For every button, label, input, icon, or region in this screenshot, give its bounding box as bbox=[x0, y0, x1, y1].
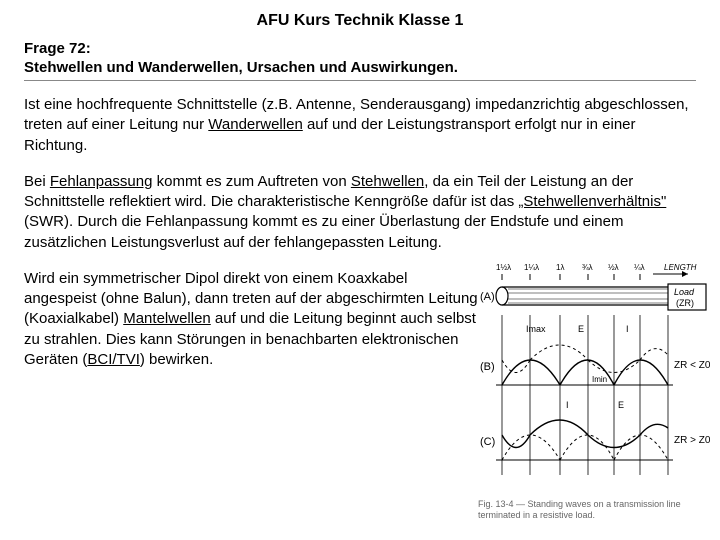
divider bbox=[24, 80, 696, 81]
zc-label: ZR > Z0 bbox=[674, 435, 710, 446]
p2-u3: „Stehwellenverhältnis" bbox=[518, 193, 666, 210]
diagram-caption: Fig. 13-4 — Standing waves on a transmis… bbox=[478, 499, 710, 521]
i-label-b: I bbox=[626, 324, 629, 334]
row-a-label: (A) bbox=[480, 291, 495, 303]
tick-0: 1½λ bbox=[496, 263, 511, 272]
e-label-b: E bbox=[578, 324, 584, 334]
p1-u1: Wanderwellen bbox=[208, 116, 303, 133]
zb-label: ZR < Z0 bbox=[674, 360, 710, 371]
tick-4: ½λ bbox=[608, 263, 619, 272]
p2-t1: Bei bbox=[24, 173, 50, 190]
p2-u1: Fehlanpassung bbox=[50, 173, 153, 190]
p3-t3: ) bewirken. bbox=[140, 351, 213, 368]
tick-5: ¼λ bbox=[634, 263, 645, 272]
question-label: Frage 72: bbox=[24, 40, 696, 57]
paragraph-2: Bei Fehlanpassung kommt es zum Auftreten… bbox=[24, 172, 696, 253]
tick-1: 1¼λ bbox=[524, 263, 539, 272]
diagram-svg: 1½λ 1¼λ 1λ ¾λ ½λ ¼λ LENGTH (A) bbox=[478, 260, 710, 490]
question-subtitle: Stehwellen und Wanderwellen, Ursachen un… bbox=[24, 59, 696, 76]
row-c-label: (C) bbox=[480, 436, 495, 448]
p3-u1: Mantelwellen bbox=[123, 310, 211, 327]
paragraph-1: Ist eine hochfrequente Schnittstelle (z.… bbox=[24, 95, 696, 156]
p2-u2: Stehwellen bbox=[351, 173, 424, 190]
length-label: LENGTH bbox=[664, 263, 697, 272]
load-label: Load bbox=[674, 287, 695, 297]
paragraph-3: Wird ein symmetrischer Dipol direkt von … bbox=[24, 269, 484, 370]
p2-t4: (SWR). Durch die Fehlanpassung kommt es … bbox=[24, 213, 623, 250]
tick-3: ¾λ bbox=[582, 263, 593, 272]
standing-wave-diagram: 1½λ 1¼λ 1λ ¾λ ½λ ¼λ LENGTH (A) bbox=[478, 260, 710, 510]
i-label-c: I bbox=[566, 400, 569, 410]
row-b-label: (B) bbox=[480, 361, 495, 373]
imin-label: Imin bbox=[592, 375, 607, 384]
e-label-c: E bbox=[618, 400, 624, 410]
page-title: AFU Kurs Technik Klasse 1 bbox=[24, 12, 696, 30]
p3-u2: BCI/TVI bbox=[87, 351, 140, 368]
tick-2: 1λ bbox=[556, 263, 564, 272]
p2-t2: kommt es zum Auftreten von bbox=[152, 173, 350, 190]
load-sub: (ZR) bbox=[676, 298, 694, 308]
imax-label: Imax bbox=[526, 324, 546, 334]
